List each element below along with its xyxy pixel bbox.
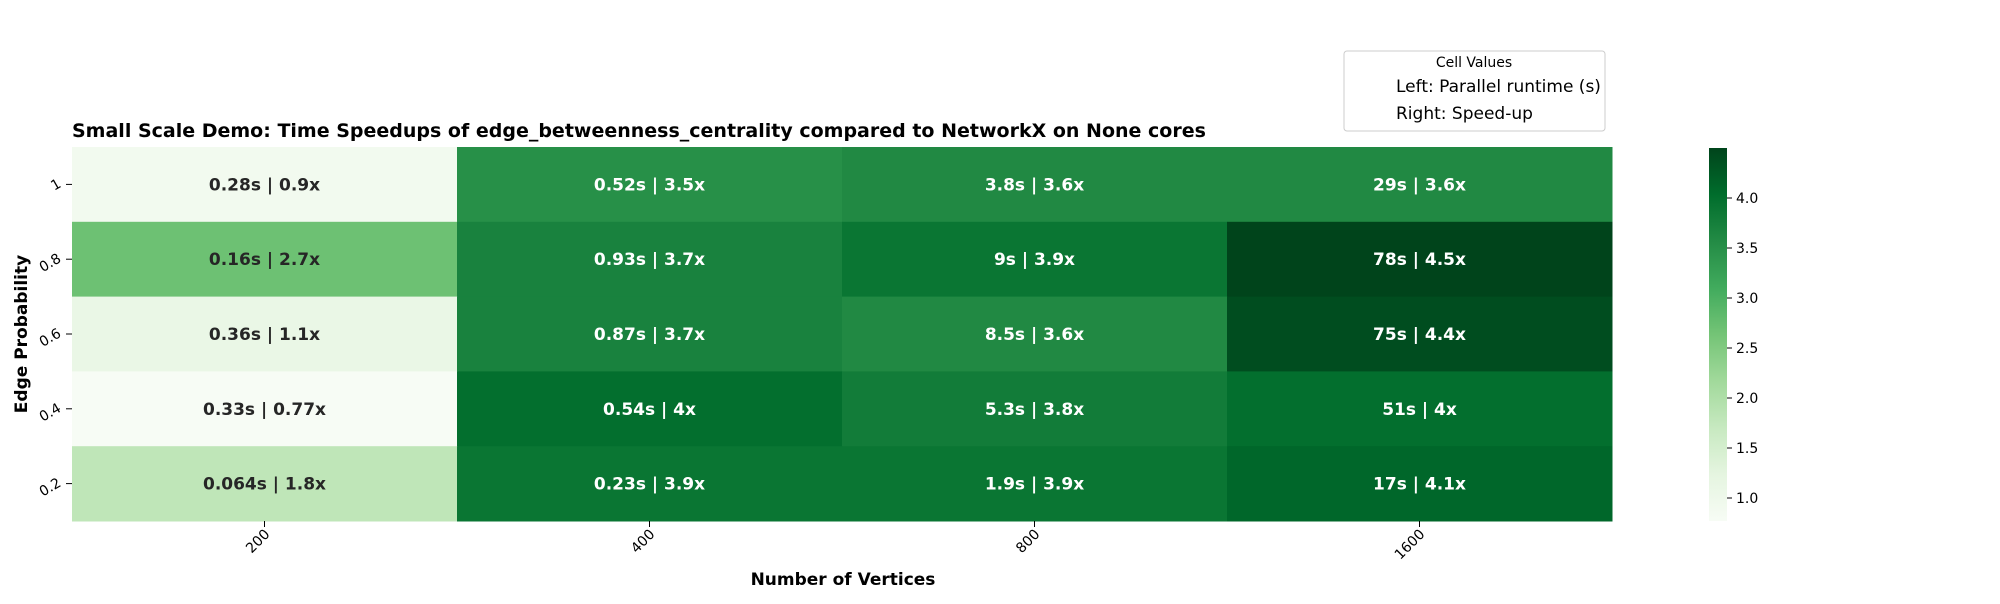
cell-label: 0.52s | 3.5x xyxy=(594,175,705,195)
heatmap-cell xyxy=(1227,147,1613,223)
cell-label: 0.16s | 2.7x xyxy=(209,250,320,270)
cell-label: 0.064s | 1.8x xyxy=(203,475,326,495)
cell-label: 51s | 4x xyxy=(1382,400,1457,420)
heatmap-cell xyxy=(457,371,843,447)
colorbar-gradient xyxy=(1709,148,1727,521)
cell-label: 0.23s | 3.9x xyxy=(594,475,705,495)
heatmap-cell xyxy=(842,147,1228,223)
cell-label: 0.36s | 1.1x xyxy=(209,325,320,345)
x-tick-label: 800 xyxy=(1013,527,1043,557)
cell-label: 3.8s | 3.6x xyxy=(985,175,1084,195)
legend-entry-speedup: Right: Speed-up xyxy=(1396,104,1533,124)
colorbar-tick-label: 1.5 xyxy=(1736,441,1758,457)
x-axis-label: Number of Vertices xyxy=(751,570,936,590)
chart-title: Small Scale Demo: Time Speedups of edge_… xyxy=(72,120,1206,142)
heatmap-cell xyxy=(1227,296,1613,372)
cell-label: 0.33s | 0.77x xyxy=(203,400,326,420)
colorbar-tick-label: 4.0 xyxy=(1736,191,1758,207)
y-tick-label: 0.6 xyxy=(37,326,64,351)
heatmap-cell xyxy=(457,221,843,298)
heatmap-cell xyxy=(457,296,843,372)
colorbar-tick-label: 1.0 xyxy=(1736,491,1758,507)
cell-label: 0.54s | 4x xyxy=(603,400,696,420)
y-tick-label: 0.2 xyxy=(37,475,64,500)
cell-label: 17s | 4.1x xyxy=(1373,475,1466,495)
heatmap-cell xyxy=(457,147,843,223)
colorbar-tick-label: 2.5 xyxy=(1736,341,1758,357)
heatmap-cell xyxy=(72,147,458,223)
cell-label: 0.87s | 3.7x xyxy=(594,325,705,345)
legend: Cell Values Left: Parallel runtime (s) R… xyxy=(1343,50,1606,132)
colorbar-tick-label: 2.0 xyxy=(1736,391,1758,407)
heatmap-cell xyxy=(1227,221,1613,298)
heatmap-cells xyxy=(72,147,1613,522)
legend-box xyxy=(1343,50,1606,132)
heatmap-cell xyxy=(72,296,458,372)
cell-label: 0.93s | 3.7x xyxy=(594,250,705,270)
heatmap-cell xyxy=(457,446,843,522)
cell-label: 5.3s | 3.8x xyxy=(985,400,1084,420)
cell-label: 78s | 4.5x xyxy=(1373,250,1466,270)
heatmap-cell xyxy=(842,371,1228,447)
x-tick-label: 400 xyxy=(628,527,658,557)
heatmap-cell xyxy=(1227,371,1613,447)
cell-label: 1.9s | 3.9x xyxy=(985,475,1084,495)
y-tick-label: 1 xyxy=(48,176,64,194)
x-tick-label: 200 xyxy=(243,527,273,557)
x-axis: 200 400 800 1600 xyxy=(243,521,1428,563)
x-tick-label: 1600 xyxy=(1392,527,1429,564)
cell-label: 0.28s | 0.9x xyxy=(209,175,320,195)
legend-title: Cell Values xyxy=(1436,55,1512,71)
heatmap-cell xyxy=(842,296,1228,372)
colorbar-tick-label: 3.5 xyxy=(1736,241,1758,257)
legend-entry-runtime: Left: Parallel runtime (s) xyxy=(1396,77,1601,97)
heatmap-cell xyxy=(72,221,458,298)
colorbar-tick-label: 3.0 xyxy=(1736,291,1758,307)
heatmap-cell xyxy=(72,371,458,447)
y-tick-label: 0.4 xyxy=(37,400,64,425)
cell-label: 29s | 3.6x xyxy=(1373,175,1466,195)
colorbar: 1.0 1.5 2.0 2.5 3.0 3.5 4.0 xyxy=(1709,148,1758,521)
heatmap-cell xyxy=(842,446,1228,522)
heatmap-cell-labels: 0.28s | 0.9x 0.52s | 3.5x 3.8s | 3.6x 29s |… xyxy=(203,175,1466,494)
heatmap-cell xyxy=(842,221,1228,298)
cell-label: 8.5s | 3.6x xyxy=(985,325,1084,345)
heatmap-cell xyxy=(72,446,458,522)
cell-label: 9s | 3.9x xyxy=(994,250,1075,270)
heatmap-cell xyxy=(1227,446,1613,522)
y-axis: 1 0.8 0.6 0.4 0.2 xyxy=(37,176,72,500)
y-tick-label: 0.8 xyxy=(37,251,64,276)
y-axis-label: Edge Probability xyxy=(12,255,32,413)
cell-label: 75s | 4.4x xyxy=(1373,325,1466,345)
